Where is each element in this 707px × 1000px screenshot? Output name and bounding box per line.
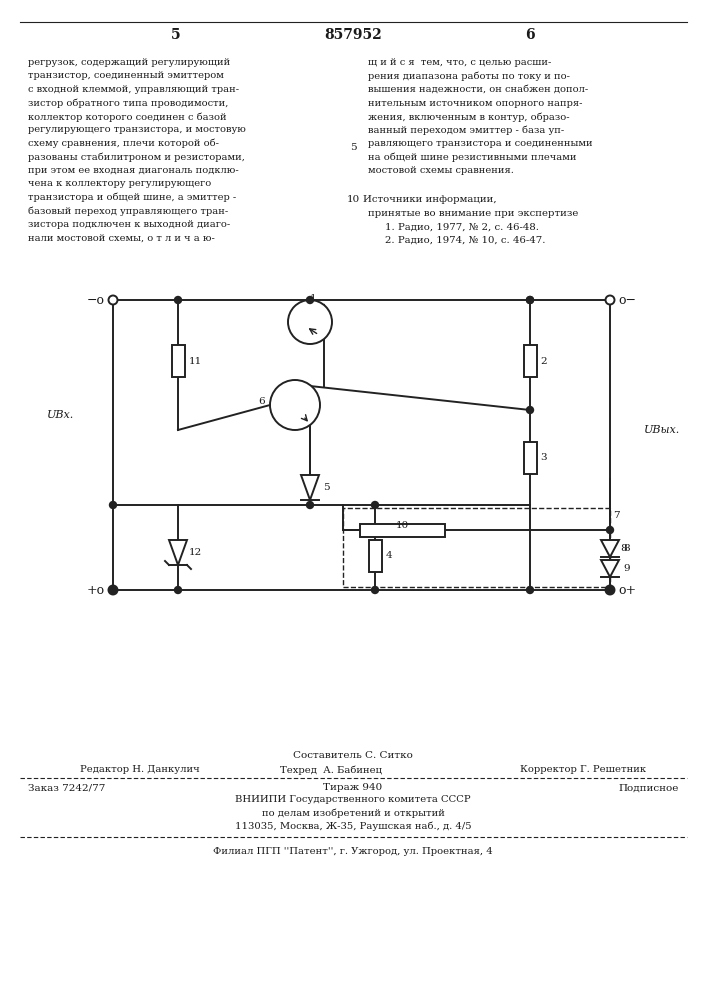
Text: нали мостовой схемы, о т л и ч а ю-: нали мостовой схемы, о т л и ч а ю- [28,233,215,242]
Circle shape [371,586,378,593]
Circle shape [527,296,534,304]
Polygon shape [601,560,619,577]
Text: Составитель С. Ситко: Составитель С. Ситко [293,750,413,760]
Text: щ и й с я  тем, что, с целью расши-: щ и й с я тем, что, с целью расши- [368,58,551,67]
Text: o+: o+ [618,584,636,596]
Bar [368,540,382,572]
Circle shape [110,502,117,508]
Text: 8: 8 [620,544,626,553]
Text: нительным источником опорного напря-: нительным источником опорного напря- [368,99,583,107]
Circle shape [527,586,534,593]
Text: 11: 11 [189,357,201,365]
Circle shape [110,586,117,593]
Text: регрузок, содержащий регулирующий: регрузок, содержащий регулирующий [28,58,230,67]
Text: 1. Радио, 1977, № 2, с. 46-48.: 1. Радио, 1977, № 2, с. 46-48. [385,223,539,232]
Text: 12: 12 [189,548,202,557]
Text: базовый переход управляющего тран-: базовый переход управляющего тран- [28,207,228,216]
Text: зистор обратного типа проводимости,: зистор обратного типа проводимости, [28,99,228,108]
Circle shape [527,406,534,414]
Text: +o: +o [87,584,105,596]
Text: 6: 6 [258,397,265,406]
Polygon shape [301,475,319,500]
Text: Филиал ПГП ''Патент'', г. Ужгород, ул. Проектная, 4: Филиал ПГП ''Патент'', г. Ужгород, ул. П… [213,846,493,856]
Text: 857952: 857952 [324,28,382,42]
Circle shape [605,585,614,594]
Text: o−: o− [618,294,636,306]
Text: равляющего транзистора и соединенными: равляющего транзистора и соединенными [368,139,592,148]
Circle shape [175,296,182,304]
Text: 113035, Москва, Ж-35, Раушская наб., д. 4/5: 113035, Москва, Ж-35, Раушская наб., д. … [235,821,472,831]
Text: транзистора и общей шине, а эмиттер -: транзистора и общей шине, а эмиттер - [28,193,236,202]
Text: регулирующего транзистора, и мостовую: регулирующего транзистора, и мостовую [28,125,246,134]
Text: ВНИИПИ Государственного комитета СССР: ВНИИПИ Государственного комитета СССР [235,796,471,804]
Text: 5: 5 [171,28,181,42]
Circle shape [108,585,117,594]
Text: зистора подключен к выходной диаго-: зистора подключен к выходной диаго- [28,220,230,229]
Text: 1: 1 [310,294,316,303]
Text: Источники информации,: Источники информации, [363,195,497,204]
Text: вышения надежности, он снабжен допол-: вышения надежности, он снабжен допол- [368,85,588,94]
Text: схему сравнения, плечи которой об-: схему сравнения, плечи которой об- [28,139,219,148]
Text: принятые во внимание при экспертизе: принятые во внимание при экспертизе [368,209,578,218]
Text: с входной клеммой, управляющий тран-: с входной клеммой, управляющий тран- [28,85,239,94]
Text: UВых.: UВых. [644,425,680,435]
Text: жения, включенным в контур, образо-: жения, включенным в контур, образо- [368,112,570,121]
Text: 7: 7 [613,511,619,520]
Circle shape [307,296,313,304]
Text: 10: 10 [396,520,409,530]
Text: Техред  А. Бабинец: Техред А. Бабинец [280,765,382,775]
Bar [343,508,610,587]
Text: чена к коллектору регулирующего: чена к коллектору регулирующего [28,180,211,188]
Text: мостовой схемы сравнения.: мостовой схемы сравнения. [368,166,514,175]
Text: Тираж 940: Тираж 940 [323,784,382,792]
Circle shape [288,300,332,344]
Text: по делам изобретений и открытий: по делам изобретений и открытий [262,808,445,818]
Text: Подписное: Подписное [619,784,679,792]
Text: 8: 8 [623,544,630,553]
Text: рения диапазона работы по току и по-: рения диапазона работы по току и по- [368,72,570,81]
Text: транзистор, соединенный эмиттером: транзистор, соединенный эмиттером [28,72,224,81]
Text: 2. Радио, 1974, № 10, с. 46-47.: 2. Радио, 1974, № 10, с. 46-47. [385,236,546,245]
Text: при этом ее входная диагональ подклю-: при этом ее входная диагональ подклю- [28,166,239,175]
Circle shape [270,380,320,430]
Text: 9: 9 [623,564,630,573]
Text: разованы стабилитроном и резисторами,: разованы стабилитроном и резисторами, [28,152,245,162]
Circle shape [607,586,614,593]
Circle shape [605,296,614,304]
Text: Заказ 7242/77: Заказ 7242/77 [28,784,105,792]
Circle shape [371,502,378,508]
Text: 2: 2 [540,357,547,365]
Text: 5: 5 [350,143,356,152]
Polygon shape [169,540,187,565]
Polygon shape [601,540,619,557]
Bar [523,442,537,474]
Circle shape [307,502,313,508]
Bar [523,345,537,377]
Text: Корректор Г. Решетник: Корректор Г. Решетник [520,766,646,774]
Text: 6: 6 [525,28,534,42]
Text: 10: 10 [346,196,360,205]
Text: 3: 3 [540,454,547,462]
Bar [360,524,445,536]
Text: коллектор которого соединен с базой: коллектор которого соединен с базой [28,112,227,121]
Text: 4: 4 [385,552,392,560]
Circle shape [175,586,182,593]
Circle shape [108,296,117,304]
Circle shape [527,296,534,304]
Text: UВх.: UВх. [47,410,75,420]
Text: 5: 5 [323,483,329,492]
Text: −o: −o [87,294,105,306]
Text: ванный переходом эмиттер - база уп-: ванный переходом эмиттер - база уп- [368,125,564,135]
Bar [172,345,185,377]
Text: Редактор Н. Данкулич: Редактор Н. Данкулич [80,766,200,774]
Text: на общей шине резистивными плечами: на общей шине резистивными плечами [368,152,576,162]
Circle shape [607,526,614,534]
